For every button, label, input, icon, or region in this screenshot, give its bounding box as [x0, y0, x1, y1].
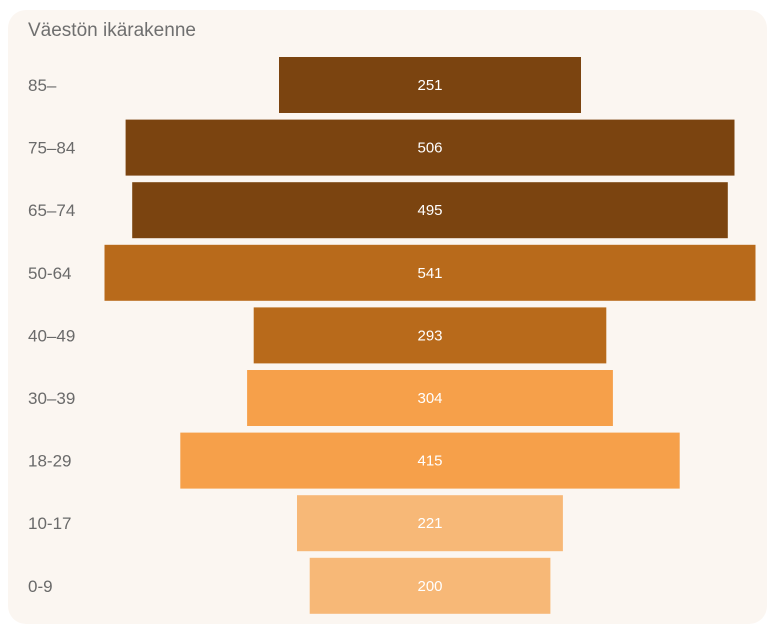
chart-title: Väestön ikärakenne — [28, 20, 196, 41]
bar-value-label-5: 304 — [417, 390, 442, 407]
bar-value-label-6: 415 — [417, 453, 442, 470]
bar-value-label-1: 506 — [417, 140, 442, 157]
bar-value-label-8: 200 — [417, 578, 442, 595]
bar-value-label-0: 251 — [417, 77, 442, 94]
bar-0 — [279, 57, 581, 113]
bar-value-label-3: 541 — [417, 265, 442, 282]
category-label-5: 30–39 — [28, 389, 75, 408]
category-label-0: 85– — [28, 76, 57, 95]
category-label-6: 18-29 — [28, 452, 71, 471]
bar-7 — [297, 495, 563, 552]
bar-3 — [104, 244, 756, 301]
bar-8 — [309, 557, 551, 614]
bar-5 — [247, 370, 613, 426]
bar-value-label-4: 293 — [417, 327, 442, 344]
bar-2 — [132, 182, 728, 239]
category-label-8: 0-9 — [28, 577, 53, 596]
category-label-1: 75–84 — [28, 139, 75, 158]
bar-4 — [253, 307, 607, 364]
category-label-4: 40–49 — [28, 326, 75, 345]
bar-value-label-2: 495 — [417, 202, 442, 219]
category-label-3: 50-64 — [28, 264, 71, 283]
bar-6 — [180, 432, 680, 489]
bar-value-label-7: 221 — [417, 515, 442, 532]
category-label-7: 10-17 — [28, 514, 71, 533]
bar-1 — [125, 119, 735, 176]
category-label-2: 65–74 — [28, 201, 75, 220]
